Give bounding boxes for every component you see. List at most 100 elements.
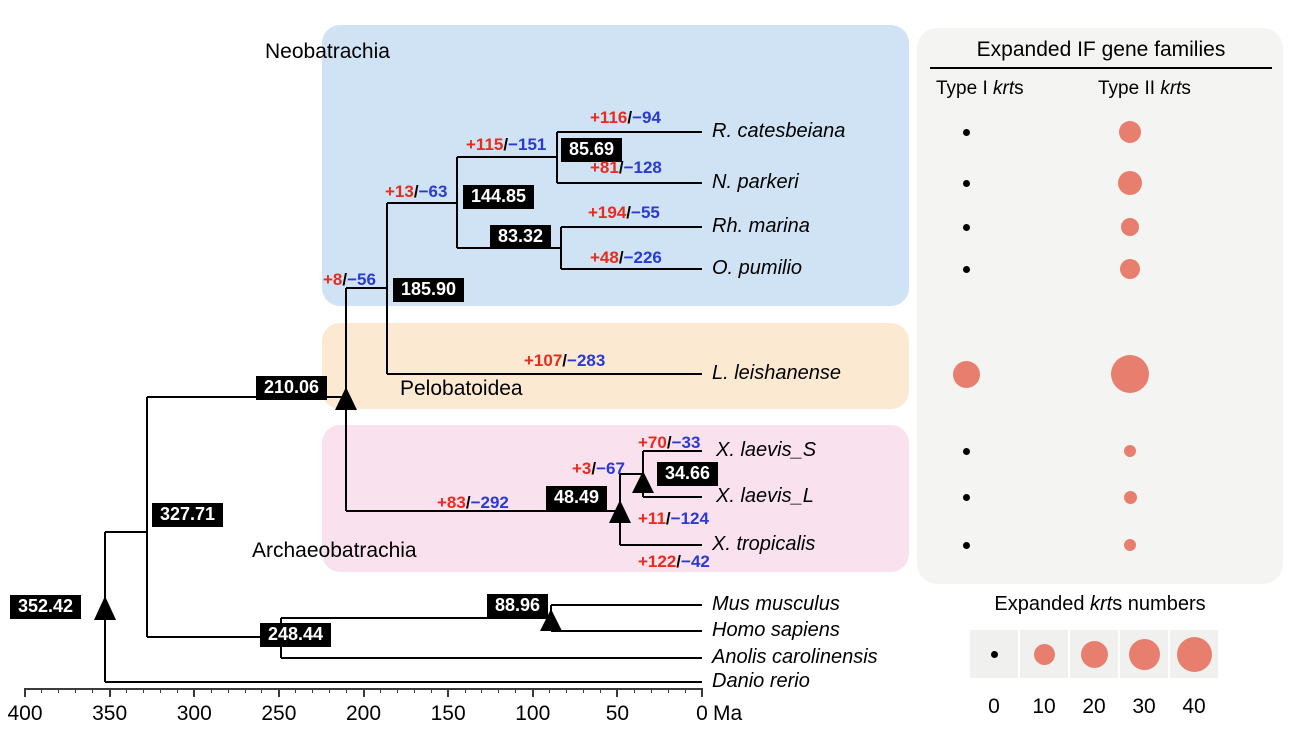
axis-tick-label: 300 <box>176 702 212 725</box>
axis-minor-tick <box>312 688 314 693</box>
krt-count-dot <box>990 650 998 658</box>
separator: / <box>627 108 633 127</box>
krt-count-dot <box>962 447 970 455</box>
separator: / <box>618 158 624 177</box>
legend-title-italic: krt <box>1090 593 1113 615</box>
loss-count: −292 <box>470 493 509 512</box>
krt-count-bubble <box>1128 638 1160 670</box>
axis-minor-tick <box>379 688 381 693</box>
separator: / <box>562 351 568 370</box>
clade-label-pelobatoidea: Pelobatoidea <box>400 377 523 400</box>
loss-count: −283 <box>567 351 606 370</box>
axis-tick-label: 100 <box>515 702 551 725</box>
neobatrachia-highlight-box <box>322 25 909 306</box>
axis-major-tick <box>447 688 450 697</box>
axis-tick-label: 350 <box>92 702 128 725</box>
krt-count-bubble <box>1123 490 1137 504</box>
axis-tick-label: 50 <box>605 702 630 725</box>
node-age-box: 210.06 <box>256 376 328 400</box>
gain-count: +122 <box>638 552 677 571</box>
gain-count: +48 <box>590 248 619 267</box>
axis-major-tick <box>701 688 703 697</box>
node-age-box: 327.71 <box>152 503 224 527</box>
separator: / <box>618 248 624 267</box>
taxon-label: Anolis carolinensis <box>712 646 878 668</box>
axis-minor-tick <box>75 688 77 693</box>
col2-pre: Type II <box>1098 78 1161 99</box>
axis-tick-label: 150 <box>430 702 466 725</box>
taxon-label: X. laevis_L <box>716 485 814 507</box>
loss-count: −55 <box>631 203 660 222</box>
gain-count: +115 <box>466 135 504 154</box>
branch-gain-loss-label: +194/−55 <box>588 204 660 221</box>
loss-count: −128 <box>623 158 662 177</box>
branch-gain-loss-label: +116/−94 <box>590 109 661 126</box>
separator: / <box>666 433 672 452</box>
taxon-label: N. parkeri <box>712 171 799 193</box>
axis-minor-tick <box>667 688 669 693</box>
loss-count: −33 <box>671 433 701 452</box>
pelobatoidea-highlight-box <box>322 323 909 409</box>
gain-count: +11 <box>638 509 666 528</box>
loss-count: −63 <box>418 182 448 201</box>
archaeobatrachia-highlight-box <box>322 425 909 572</box>
loss-count: −226 <box>623 248 662 267</box>
branch-gain-loss-label: +122/−42 <box>638 553 710 570</box>
node-age-box: 85.69 <box>561 138 623 162</box>
legend-title-pre: Expanded <box>994 593 1091 615</box>
taxon-label: Mus musculus <box>712 593 840 615</box>
axis-unit-label: Ma <box>713 702 743 725</box>
legend-size-value: 20 <box>1082 695 1106 718</box>
krt-count-bubble <box>1120 259 1140 279</box>
axis-minor-tick <box>126 688 128 693</box>
legend-size-value: 30 <box>1132 695 1156 718</box>
axis-minor-tick <box>515 688 517 693</box>
branch-gain-loss-label: +8/−56 <box>323 271 376 288</box>
axis-minor-tick <box>430 688 432 693</box>
branch-gain-loss-label: +13/−63 <box>385 183 447 200</box>
krt-count-bubble <box>1080 640 1108 668</box>
branch-gain-loss-label: +48/−226 <box>590 249 662 266</box>
axis-minor-tick <box>142 688 144 693</box>
axis-minor-tick <box>159 688 161 693</box>
separator: / <box>676 552 682 571</box>
loss-count: −151 <box>508 135 547 154</box>
taxon-label: X. laevis_S <box>716 439 817 461</box>
clade-label-archaeobatrachia: Archaeobatrachia <box>252 539 417 562</box>
krt-count-bubble <box>1033 643 1055 665</box>
axis-minor-tick <box>583 688 585 693</box>
node-age-box: 144.85 <box>463 185 535 209</box>
axis-minor-tick <box>684 688 686 693</box>
legend-title-post: s numbers <box>1112 593 1206 615</box>
gene-family-panel <box>917 28 1283 584</box>
branch-gain-loss-label: +107/−283 <box>524 352 605 369</box>
axis-minor-tick <box>498 688 500 693</box>
krt-count-bubble <box>1111 355 1149 393</box>
legend-size-value: 0 <box>988 695 1000 718</box>
axis-major-tick <box>24 688 26 697</box>
gain-count: +83 <box>437 493 466 512</box>
axis-minor-tick <box>346 688 348 693</box>
node-age-box: 248.44 <box>260 623 332 647</box>
col2-italic: krt <box>1160 78 1182 99</box>
axis-minor-tick <box>58 688 60 693</box>
krt-count-dot <box>962 223 970 231</box>
gain-count: +13 <box>385 182 414 201</box>
axis-minor-tick <box>210 688 212 693</box>
calibration-triangle-euarchontoglires <box>540 609 562 631</box>
col1-pre: Type I <box>936 78 994 99</box>
col2-post: s <box>1181 78 1191 99</box>
taxon-label: Homo sapiens <box>712 619 840 641</box>
separator: / <box>626 203 632 222</box>
axis-minor-tick <box>413 688 415 693</box>
axis-tick-label: 400 <box>7 702 43 725</box>
clade-label-neobatrachia: Neobatrachia <box>265 40 390 63</box>
loss-count: −56 <box>347 270 376 289</box>
axis-minor-tick <box>244 688 246 693</box>
krt-count-bubble <box>1119 121 1141 143</box>
krt-count-dot <box>962 128 970 136</box>
branch-gain-loss-label: +81/−128 <box>590 159 662 176</box>
axis-minor-tick <box>464 688 466 693</box>
column-header-type2-krts: Type II krts <box>1098 78 1191 100</box>
gain-count: +107 <box>524 351 563 370</box>
